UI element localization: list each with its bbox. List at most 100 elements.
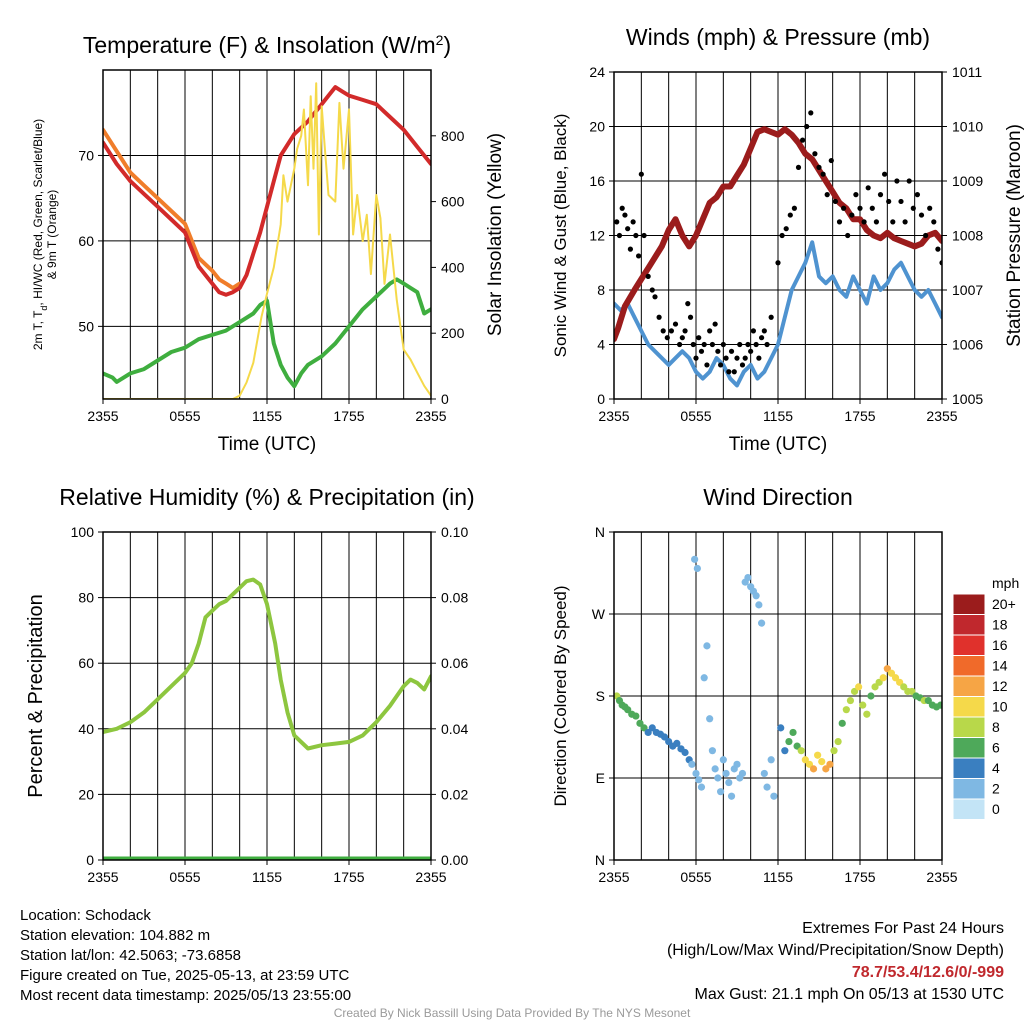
gust-point [656,314,662,320]
gust-point [668,328,675,334]
direction-point [703,642,711,650]
station-pressure-line [614,126,942,342]
y-tick-label: 100 [71,524,95,540]
gust-point [682,328,688,334]
y2-tick-label: 200 [441,325,465,341]
y2-tick-label: 0.04 [441,721,468,737]
gust-point [764,341,770,348]
gust-point [894,178,900,184]
gust-point [869,205,875,211]
y2-axis-label: Station Pressure (Maroon) [1004,124,1024,347]
gust-point [712,321,718,327]
colorbar-label: 0 [992,801,1000,817]
gust-point [704,362,710,368]
gust-point [812,151,818,157]
x-tick-label: 1155 [252,869,282,885]
direction-point [830,747,838,755]
direction-point [785,737,793,746]
title-superscript: 2 [436,32,444,48]
plot-area [103,82,431,399]
gust-point [734,355,740,361]
colorbar-swatch [952,655,986,677]
y2-tick-label: 1010 [952,119,983,135]
x-tick-label: 1755 [844,408,875,424]
plot-frame [102,531,432,861]
gust-point [619,205,625,211]
y-tick-label: 60 [78,233,94,249]
y-tick-label: 20 [589,119,605,135]
y-tick-label: E [596,770,605,786]
colorbar-swatch [952,798,986,820]
gust-point [795,164,802,170]
direction-point [859,701,867,709]
max-gust-text: Max Gust: 21.1 mph On 05/13 at 1530 UTC [694,986,1005,1003]
relative-humidity-line [103,577,431,751]
y-tick-label: 4 [597,337,605,353]
gust-point [853,192,859,198]
gust-point [779,232,785,239]
colorbar-swatch [952,757,986,779]
y2-tick-label: 0.02 [441,786,468,802]
elevation-text: Station elevation: 104.882 m [20,927,211,944]
colorbar-swatch [952,737,986,759]
y-tick-label: N [595,852,605,868]
plot-area [103,577,431,860]
direction-point [777,724,785,732]
label-rest: , HI/WC (Red, Green, Scarlet/Blue) [31,119,45,306]
gust-point [857,205,863,211]
direction-point [714,774,722,782]
x-tick-label: 1755 [844,869,875,885]
extremes-values: 78.7/53.4/12.6/0/-999 [851,964,1004,981]
direction-point [692,769,700,778]
x-tick-label: 2355 [87,408,118,424]
plot-area [614,110,942,388]
y-tick-label: 40 [78,721,94,737]
chart-1: Temperature (F) & Insolation (W/m2)2355 0… [31,32,506,455]
colorbar-swatch [952,696,986,718]
latlon-text: Station lat/lon: 42.5063; -73.6858 [20,947,242,964]
direction-point [632,712,640,720]
credit-text: Created By Nick Bassill Using Data Provi… [333,1006,691,1020]
y2-tick-label: 1009 [952,173,983,189]
direction-point [744,573,752,582]
gust-point [660,328,666,334]
direction-point [700,674,708,682]
gust-point [622,212,628,218]
gust-point [698,348,705,354]
plot-frame [613,71,943,400]
gust-point [687,314,694,320]
colorbar-label: 18 [992,617,1008,633]
direction-point [673,739,681,747]
direction-point [809,765,818,773]
y2-tick-label: 1007 [952,282,983,298]
gust-point [914,192,921,198]
gust-point [890,219,896,225]
chart-title: Relative Humidity (%) & Precipitation (i… [59,484,474,510]
colorbar-swatch [952,778,986,800]
direction-point [733,760,741,768]
station-info: Location: Schodack Station elevation: 10… [20,906,351,1006]
y2-tick-label: 400 [441,259,465,275]
y-tick-label: 70 [78,147,94,163]
x-tick-label: 0555 [169,869,200,885]
x-tick-label: 1155 [763,869,793,885]
gust-point [720,341,726,348]
x-tick-label: 2355 [87,869,118,885]
gust-point [641,232,647,239]
gust-point [804,123,810,130]
gust-point [718,362,724,368]
gust-point [927,205,933,211]
gust-point [768,314,774,320]
gust-point [761,328,767,334]
gust-point [787,212,793,218]
gust-point [836,219,843,225]
y-axis-label: Direction (Colored By Speed) [551,585,570,806]
direction-point [763,783,771,791]
gust-point [685,301,691,307]
gust-point [910,205,916,211]
colorbar-swatch [952,634,986,656]
x-tick-label: 2355 [598,408,629,424]
gust-point [800,137,806,143]
y2-tick-label: 600 [441,194,465,210]
